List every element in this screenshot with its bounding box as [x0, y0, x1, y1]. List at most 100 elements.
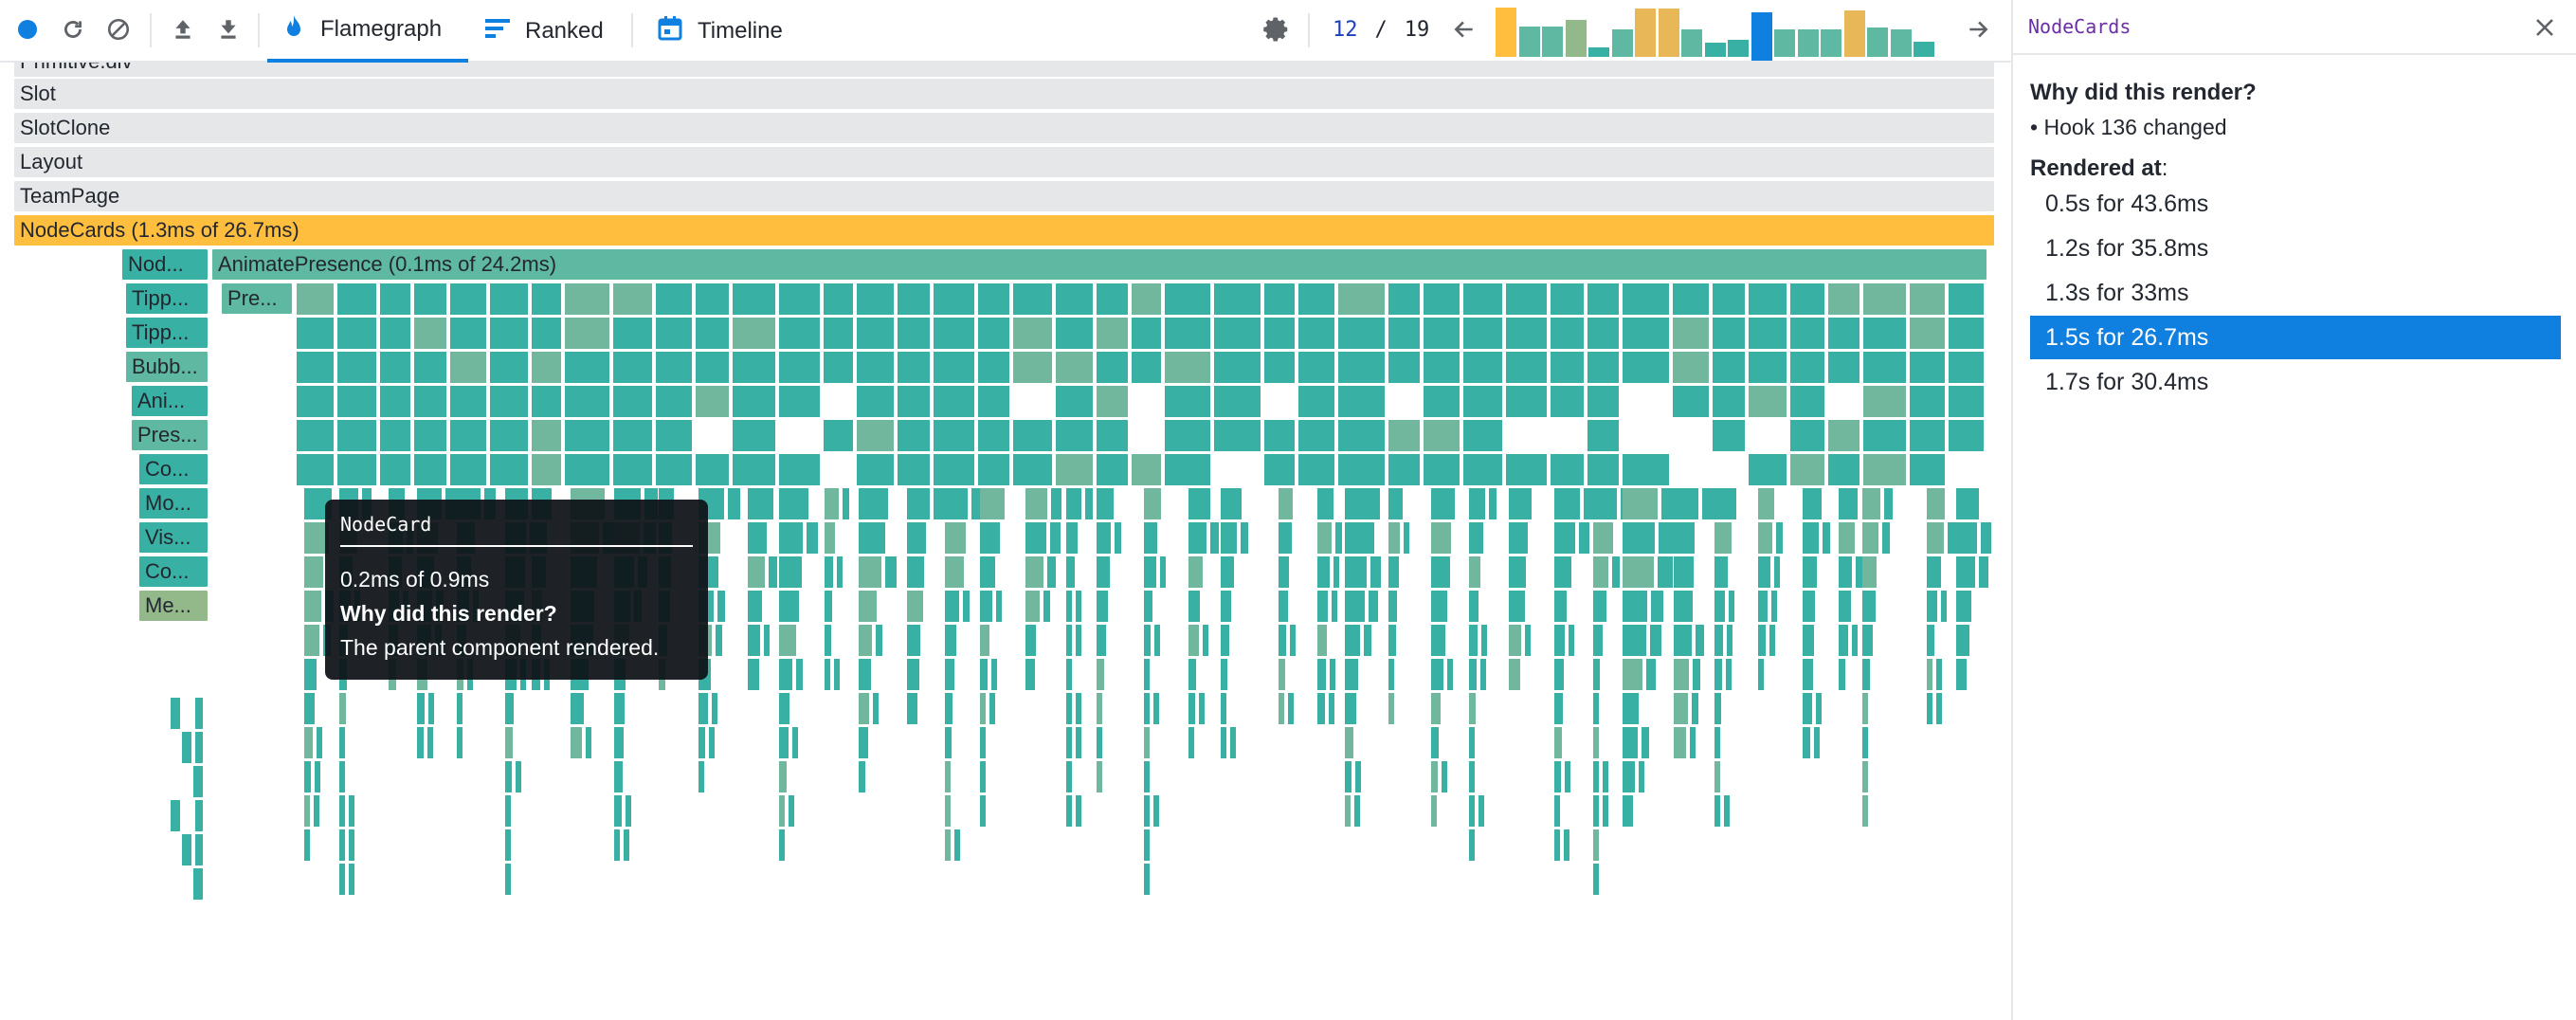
flame-leaf-bar[interactable] — [779, 693, 789, 724]
commit-bar[interactable] — [1728, 40, 1749, 57]
flame-leaf-bar[interactable] — [505, 727, 513, 758]
flame-leaf-bar[interactable] — [1066, 693, 1072, 724]
flame-leaf-bar[interactable] — [1506, 386, 1547, 417]
flame-leaf-bar[interactable] — [748, 659, 759, 690]
flame-leaf-bar[interactable] — [859, 659, 871, 690]
flame-leaf-bar[interactable] — [1025, 488, 1047, 519]
flame-leaf-bar[interactable] — [1749, 283, 1787, 315]
flame-leaf-bar[interactable] — [1979, 556, 1988, 588]
flame-leaf-bar[interactable] — [980, 659, 988, 690]
flame-leaf-bar[interactable] — [1839, 591, 1851, 622]
flame-leaf-bar[interactable] — [1862, 761, 1868, 792]
flame-leaf-bar[interactable] — [779, 659, 792, 690]
flame-leaf-bar[interactable] — [1221, 591, 1231, 622]
flame-leaf-bar[interactable] — [1144, 795, 1150, 827]
flame-leaf-bar[interactable] — [907, 693, 917, 724]
commit-bar[interactable] — [1565, 20, 1587, 57]
flame-leaf-bar[interactable] — [1298, 352, 1334, 383]
flame-leaf-bar[interactable] — [1623, 625, 1646, 656]
flame-leaf-bar[interactable] — [1221, 556, 1234, 588]
flame-leaf-bar[interactable] — [1927, 625, 1934, 656]
flame-leaf-bar[interactable] — [380, 352, 410, 383]
flame-leaf-bar[interactable] — [450, 420, 486, 451]
flame-leaf-bar[interactable] — [1165, 420, 1210, 451]
flame-leaf-bar[interactable] — [978, 283, 1009, 315]
flame-leaf-bar[interactable] — [505, 829, 511, 861]
flame-leaf-bar[interactable] — [1803, 522, 1819, 554]
flame-leaf-bar[interactable] — [1803, 693, 1812, 724]
flame-leaf-bar[interactable] — [1144, 625, 1151, 656]
flame-leaf-bar[interactable] — [907, 591, 923, 622]
flame-leaf-bar[interactable] — [1463, 420, 1502, 451]
flame-leaf-bar[interactable] — [980, 488, 1005, 519]
flame-leaf-bar[interactable] — [709, 727, 715, 758]
flame-leaf-bar[interactable] — [898, 352, 930, 383]
flame-bar-slot[interactable]: Slot — [13, 78, 1995, 110]
flame-leaf-bar[interactable] — [1693, 659, 1700, 690]
flame-leaf-bar[interactable] — [380, 420, 410, 451]
flame-leaf-bar[interactable] — [1551, 318, 1584, 349]
flame-leaf-bar[interactable] — [1696, 625, 1704, 656]
flame-leaf-bar[interactable] — [1714, 761, 1720, 792]
flame-leaf-bar[interactable] — [1469, 522, 1483, 554]
render-list-item[interactable]: 1.7s for 30.4ms — [2045, 369, 2209, 395]
commit-bar[interactable] — [1914, 42, 1934, 57]
flame-leaf-bar[interactable] — [1651, 591, 1663, 622]
flame-leaf-bar[interactable] — [945, 829, 951, 861]
flame-leaf-bar[interactable] — [716, 625, 722, 656]
flame-leaf-bar[interactable] — [1369, 591, 1378, 622]
flame-leaf-bar[interactable] — [1623, 659, 1642, 690]
flame-leaf-bar[interactable] — [1279, 488, 1293, 519]
flame-leaf-bar[interactable] — [857, 283, 894, 315]
flame-leaf-bar[interactable] — [1076, 591, 1081, 622]
flame-leaf-bar[interactable] — [907, 556, 924, 588]
flame-leaf-bar[interactable] — [314, 795, 319, 827]
flame-leaf-bar[interactable] — [698, 761, 704, 792]
clear-icon[interactable] — [102, 13, 135, 46]
flame-leaf-bar[interactable] — [1713, 386, 1745, 417]
flame-leaf-bar[interactable] — [1623, 283, 1669, 315]
flame-leaf-bar[interactable] — [1165, 283, 1210, 315]
flame-leaf-bar[interactable] — [1066, 591, 1072, 622]
flame-bar-left-stack[interactable]: Vis... — [138, 521, 209, 554]
gear-icon[interactable] — [1261, 13, 1293, 46]
flame-leaf-bar[interactable] — [337, 454, 376, 485]
flame-leaf-bar[interactable] — [490, 283, 528, 315]
flame-leaf-bar[interactable] — [907, 522, 926, 554]
flame-leaf-bar[interactable] — [1823, 522, 1830, 554]
render-list-item[interactable]: 1.2s for 35.8ms — [2045, 235, 2209, 262]
flame-leaf-bar[interactable] — [1927, 488, 1945, 519]
flame-leaf-bar[interactable] — [698, 693, 708, 724]
flame-leaf-bar[interactable] — [1025, 659, 1035, 690]
flame-leaf-bar[interactable] — [1279, 625, 1286, 656]
flame-leaf-bar[interactable] — [1863, 386, 1906, 417]
flame-leaf-bar[interactable] — [1097, 318, 1128, 349]
flame-leaf-bar[interactable] — [1214, 420, 1261, 451]
flame-leaf-bar[interactable] — [978, 420, 1009, 451]
flame-leaf-bar[interactable] — [195, 766, 203, 797]
flame-leaf-bar[interactable] — [304, 761, 311, 792]
flame-leaf-bar[interactable] — [1509, 625, 1521, 656]
flame-leaf-bar[interactable] — [733, 283, 775, 315]
flame-leaf-bar[interactable] — [748, 591, 762, 622]
flame-leaf-bar[interactable] — [1587, 318, 1619, 349]
tab-flamegraph[interactable]: Flamegraph — [267, 0, 468, 63]
flame-bar-left-stack[interactable]: Mo... — [138, 487, 209, 519]
flame-leaf-bar[interactable] — [450, 318, 486, 349]
flame-leaf-bar[interactable] — [1702, 488, 1714, 519]
flame-leaf-bar[interactable] — [1431, 795, 1437, 827]
flame-leaf-bar[interactable] — [857, 454, 894, 485]
flame-leaf-bar[interactable] — [996, 591, 1002, 622]
flame-leaf-bar[interactable] — [1927, 522, 1944, 554]
flame-leaf-bar[interactable] — [1673, 386, 1709, 417]
flame-leaf-bar[interactable] — [859, 488, 888, 519]
flame-leaf-bar[interactable] — [989, 693, 995, 724]
flame-leaf-bar[interactable] — [1424, 352, 1460, 383]
flame-bar-animate-presence[interactable]: AnimatePresence (0.1ms of 24.2ms) — [211, 248, 1987, 281]
flame-leaf-bar[interactable] — [1076, 795, 1081, 827]
flame-leaf-bar[interactable] — [980, 761, 986, 792]
flame-leaf-bar[interactable] — [1674, 659, 1689, 690]
flame-leaf-bar[interactable] — [1431, 761, 1438, 792]
flame-leaf-bar[interactable] — [450, 454, 486, 485]
flame-leaf-bar[interactable] — [1214, 318, 1261, 349]
